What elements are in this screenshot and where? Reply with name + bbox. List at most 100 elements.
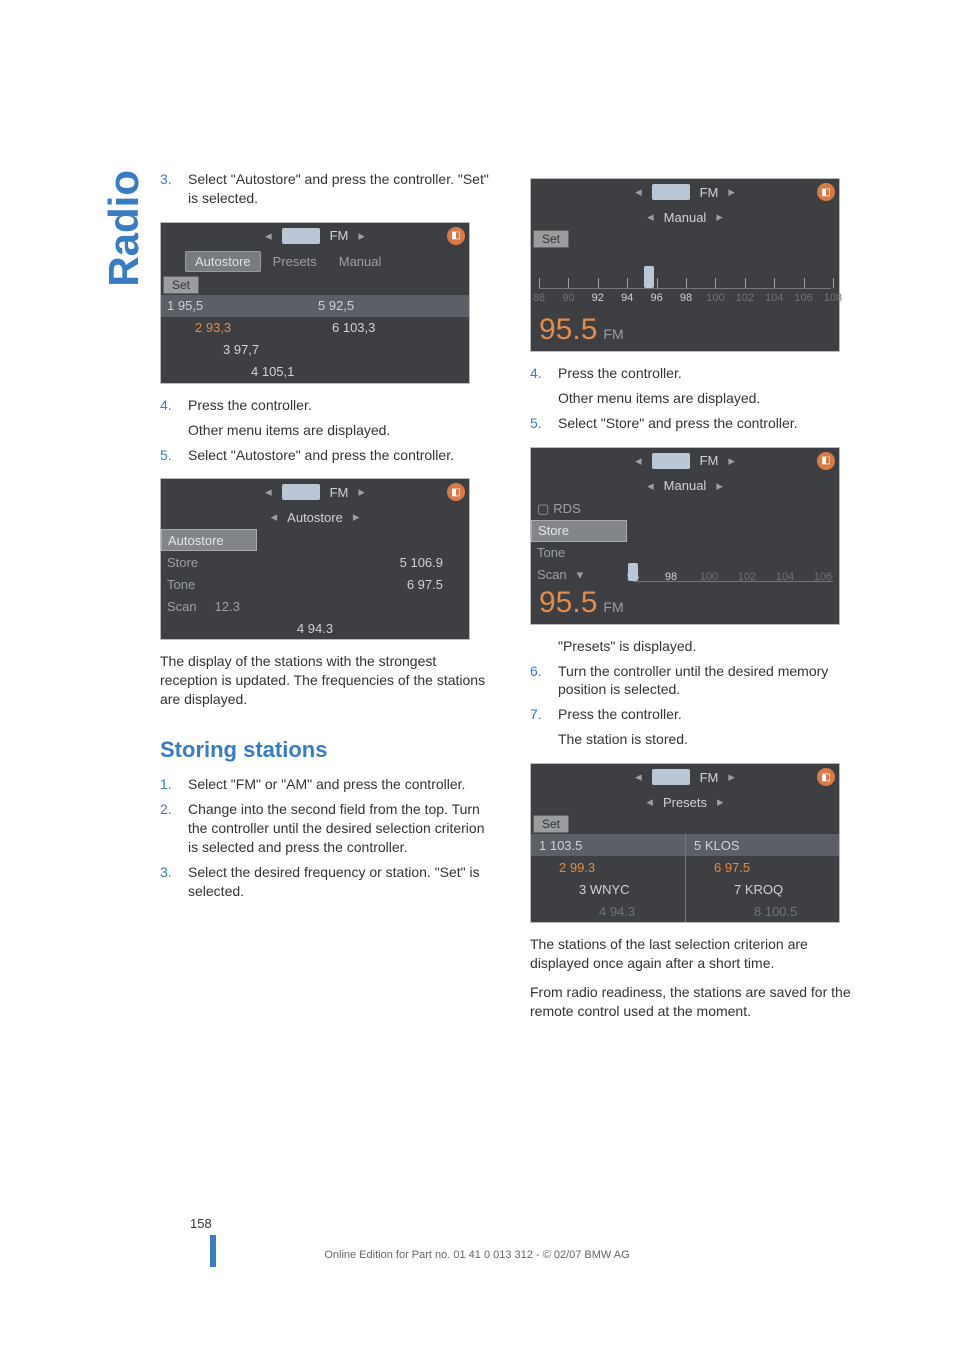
paragraph: From radio readiness, the stations are s… xyxy=(530,983,860,1021)
menu-scan[interactable]: Scan 12.3 xyxy=(161,595,257,617)
preset-cell: 5 KLOS xyxy=(685,834,839,856)
slider-handle[interactable] xyxy=(628,563,638,581)
right-step-7: 7. Press the controller. xyxy=(530,705,860,724)
slider-handle[interactable] xyxy=(644,266,654,288)
right-step-6: 6. Turn the controller until the desired… xyxy=(530,662,860,700)
paragraph: The stations of the last selection crite… xyxy=(530,935,860,973)
storing-step-1: 1. Select "FM" or "AM" and press the con… xyxy=(160,775,490,794)
sub-label: Manual xyxy=(664,210,707,225)
tab-presets[interactable]: Presets xyxy=(263,251,327,272)
nav-right-icon: ▸ xyxy=(353,509,360,525)
tick-label: 94 xyxy=(621,292,633,304)
preset-rows: 1 103.5 5 KLOS 2 99.3 6 97.5 3 WNYC 7 KR… xyxy=(531,834,839,922)
badge-icon xyxy=(652,184,690,200)
set-chip[interactable]: Set xyxy=(533,815,569,833)
menu-store[interactable]: Store xyxy=(161,551,257,573)
preset-cell: 8 100.5 xyxy=(685,900,839,922)
freq-unit: FM xyxy=(603,599,623,615)
tick-label: 108 xyxy=(824,292,842,304)
tuner-slider-mini[interactable]: 9698100102104106 xyxy=(633,560,833,582)
band-label: FM xyxy=(330,228,349,243)
step-number: 1. xyxy=(160,775,174,794)
tick-label: 106 xyxy=(794,292,812,304)
shot-subbar: ◂ Autostore ▸ xyxy=(161,505,469,529)
step-text: Select "Autostore" and press the control… xyxy=(188,170,490,208)
preset-cell: 3 WNYC xyxy=(531,878,685,900)
step-text: Press the controller. xyxy=(558,364,860,383)
set-chip[interactable]: Set xyxy=(533,230,569,248)
nav-left-icon: ◂ xyxy=(646,794,653,810)
step-number: 7. xyxy=(530,705,544,724)
preset-cell: 1 95,5 xyxy=(167,298,318,313)
side-content: 9698100102104106 xyxy=(627,498,839,586)
nav-right-icon: ▸ xyxy=(716,209,723,225)
tick-label: 92 xyxy=(592,292,604,304)
corner-icon: ◧ xyxy=(817,183,835,201)
corner-icon: ◧ xyxy=(817,452,835,470)
step-text: Press the controller. xyxy=(188,396,490,415)
page-number: 158 xyxy=(190,1216,212,1231)
side-menu: ▢ RDS Store Tone Scan ▾ xyxy=(531,498,627,586)
freq-display: 95.5 FM xyxy=(531,313,839,351)
menu-scan-label: Scan xyxy=(167,599,197,614)
menu-tone[interactable]: Tone xyxy=(531,542,627,564)
menu-tone[interactable]: Tone xyxy=(161,573,257,595)
set-chip[interactable]: Set xyxy=(163,276,199,294)
preset-cell: 1 103.5 xyxy=(531,834,685,856)
sub-label: Manual xyxy=(664,478,707,493)
preset-row[interactable]: 4 94.3 8 100.5 xyxy=(531,900,839,922)
checkbox-icon: ▢ xyxy=(537,501,549,517)
preset-cell: 5 92,5 xyxy=(318,298,469,313)
step-number: 2. xyxy=(160,800,174,857)
preset-row[interactable]: 3 WNYC 7 KROQ xyxy=(531,878,839,900)
tab-manual[interactable]: Manual xyxy=(329,251,392,272)
shot-setrow: Set xyxy=(531,229,839,249)
corner-icon: ◧ xyxy=(817,768,835,786)
sub-label: Autostore xyxy=(287,510,343,525)
step-continuation: Other menu items are displayed. xyxy=(188,421,490,440)
side-tab: Radio xyxy=(100,170,148,287)
screenshot-autostore-presets: ◂ FM ▸ ◧ Autostore Presets Manual Set 1 … xyxy=(160,222,470,384)
step-number: 4. xyxy=(160,396,174,415)
preset-row[interactable]: 2 93,3 6 103,3 xyxy=(161,317,469,339)
preset-row[interactable]: 4 105,1 xyxy=(161,361,469,383)
step-text: Change into the second field from the to… xyxy=(188,800,490,857)
step-4: 4. Press the controller. xyxy=(160,396,490,415)
menu-store[interactable]: Store xyxy=(531,520,627,542)
preset-row[interactable]: 2 99.3 6 97.5 xyxy=(531,856,839,878)
band-label: FM xyxy=(330,485,349,500)
menu-scan[interactable]: Scan ▾ xyxy=(531,564,627,586)
tuner-slider[interactable]: 889092949698100102104106108 xyxy=(539,261,831,289)
shot-topbar: ◂ FM ▸ ◧ xyxy=(161,479,469,505)
storing-step-3: 3. Select the desired frequency or stati… xyxy=(160,863,490,901)
paragraph: The display of the stations with the str… xyxy=(160,652,490,709)
preset-row[interactable]: 1 95,5 5 92,5 xyxy=(161,295,469,317)
band-label: FM xyxy=(700,185,719,200)
nav-right-icon: ▸ xyxy=(358,484,365,500)
nav-left-icon: ◂ xyxy=(647,478,654,494)
tuner-area[interactable]: 889092949698100102104106108 xyxy=(531,249,839,313)
badge-icon xyxy=(652,769,690,785)
step-number: 5. xyxy=(160,446,174,465)
menu-rds[interactable]: ▢ RDS xyxy=(531,498,627,520)
menu-autostore[interactable]: Autostore xyxy=(161,529,257,551)
right-column: ◂ FM ▸ ◧ ◂ Manual ▸ Set 8890929496981001… xyxy=(530,170,860,1031)
preset-row[interactable]: 3 97,7 xyxy=(161,339,469,361)
preset-row[interactable]: 1 103.5 5 KLOS xyxy=(531,834,839,856)
step-number: 6. xyxy=(530,662,544,700)
chevron-down-icon: ▾ xyxy=(577,567,584,583)
storing-step-2: 2. Change into the second field from the… xyxy=(160,800,490,857)
shot-setrow: Set xyxy=(531,814,839,834)
step-text: Select "FM" or "AM" and press the contro… xyxy=(188,775,490,794)
after-shot-text: "Presets" is displayed. xyxy=(558,637,860,656)
nav-left-icon: ◂ xyxy=(265,484,272,500)
screenshot-manual-tuner: ◂ FM ▸ ◧ ◂ Manual ▸ Set 8890929496981001… xyxy=(530,178,840,352)
menu-scan-label: Scan xyxy=(537,567,567,582)
badge-icon xyxy=(652,453,690,469)
freq-unit: FM xyxy=(603,326,623,342)
step-3: 3. Select "Autostore" and press the cont… xyxy=(160,170,490,208)
badge-icon xyxy=(282,484,320,500)
nav-left-icon: ◂ xyxy=(635,769,642,785)
nav-right-icon: ▸ xyxy=(728,769,735,785)
tab-autostore[interactable]: Autostore xyxy=(185,251,261,272)
